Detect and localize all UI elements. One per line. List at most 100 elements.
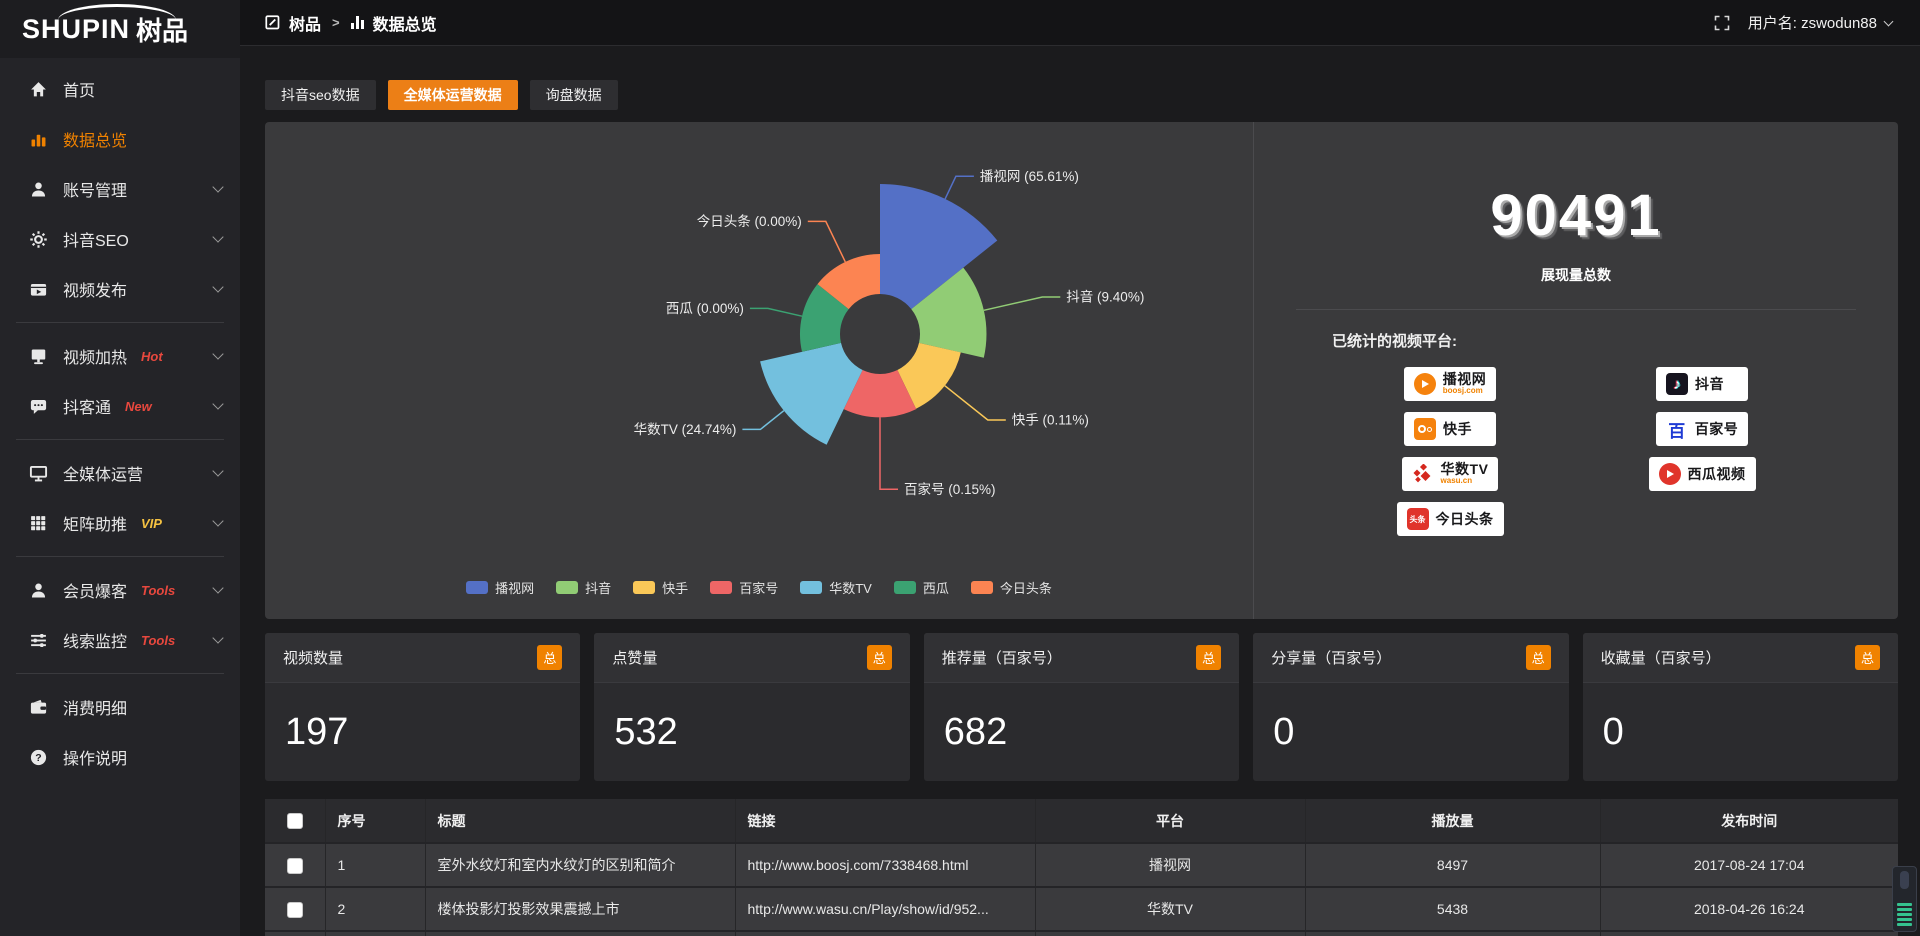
- stat-card-value: 682: [943, 710, 1008, 753]
- pie-label-line: [749, 307, 803, 317]
- stat-card-点赞量: 点赞量 总 532: [594, 633, 910, 781]
- total-badge[interactable]: 总: [1525, 645, 1551, 670]
- chevron-down-icon: [212, 231, 224, 243]
- row-checkbox[interactable]: [286, 857, 303, 874]
- total-badge[interactable]: 总: [866, 645, 892, 670]
- widget-handle: [1900, 871, 1909, 889]
- legend-label: 快手: [662, 581, 689, 596]
- stat-card-收藏量（百家号）: 收藏量（百家号） 总 0: [1582, 633, 1898, 781]
- cell-publish-time: 2018-04-26 16:24: [1600, 887, 1898, 932]
- tab-询盘数据[interactable]: 询盘数据: [529, 80, 618, 110]
- sidebar-item-label: 矩阵助推: [63, 517, 128, 534]
- toutiao-logo: 头条: [1406, 508, 1429, 530]
- top-bar: 树品 > 数据总览 用户名: zswodun88: [240, 0, 1920, 45]
- cell-video-link[interactable]: http://www.wasu.cn/Play/show/id/952...: [735, 887, 1036, 932]
- logo-text-cn: 树品: [136, 15, 189, 46]
- legend-item-百家号[interactable]: 百家号: [710, 578, 778, 597]
- row-checkbox-cell: [265, 887, 326, 932]
- table-header-row: 序号 标题 链接 平台 播放量 发布时间: [265, 799, 1898, 844]
- legend-item-今日头条[interactable]: 今日头条: [970, 578, 1052, 597]
- tab-全媒体运营数据[interactable]: 全媒体运营数据: [387, 80, 518, 110]
- platform-name: 快手: [1443, 420, 1472, 437]
- table-row-partial: [265, 931, 1898, 936]
- gear-icon: [28, 229, 48, 249]
- stat-card-value: 197: [285, 710, 349, 753]
- sidebar-item-视频发布[interactable]: 视频发布: [0, 264, 240, 314]
- tab-抖音seo数据[interactable]: 抖音seo数据: [265, 80, 376, 110]
- stat-card-header: 收藏量（百家号） 总: [1582, 633, 1898, 683]
- pie-sector-快手[interactable]: [897, 342, 961, 409]
- stat-card-header: 视频数量 总: [265, 633, 581, 683]
- breadcrumb-root[interactable]: 树品: [289, 16, 322, 34]
- cell-video-link[interactable]: http://www.boosj.com/7338468.html: [735, 843, 1036, 888]
- sidebar-item-账号管理[interactable]: 账号管理: [0, 164, 240, 214]
- legend-item-快手[interactable]: 快手: [633, 578, 688, 597]
- brand-logo[interactable]: SHUPIN 树品: [0, 0, 240, 58]
- pie-label-line: [879, 417, 898, 491]
- column-header-链接: 链接: [735, 799, 1036, 844]
- legend-swatch: [633, 581, 656, 594]
- sidebar-item-label: 抖客通: [63, 400, 112, 417]
- column-header-平台: 平台: [1035, 799, 1306, 844]
- sidebar-item-线索监控[interactable]: 线索监控 Tools: [0, 615, 240, 665]
- sidebar-item-数据总览[interactable]: 数据总览: [0, 114, 240, 164]
- legend-label: 华数TV: [829, 581, 872, 596]
- cell-video-title[interactable]: 楼体投影灯投影效果震撼上市: [425, 887, 736, 932]
- legend-item-抖音[interactable]: 抖音: [556, 578, 611, 597]
- stat-card-header: 点赞量 总: [594, 633, 910, 683]
- pie-sector-播视网[interactable]: [880, 184, 998, 310]
- platform-name: 华数TV: [1440, 461, 1489, 478]
- sidebar-item-抖客通[interactable]: 抖客通 New: [0, 381, 240, 431]
- stat-card-title: 分享量（百家号）: [1271, 650, 1392, 667]
- sidebar-item-抖音SEO[interactable]: 抖音SEO: [0, 214, 240, 264]
- platform-name: 抖音: [1695, 375, 1724, 392]
- sidebar-item-label: 全媒体运营: [63, 467, 144, 484]
- sidebar-item-label: 视频加热: [63, 350, 128, 367]
- total-badge[interactable]: 总: [1854, 645, 1880, 670]
- fullscreen-icon[interactable]: [1714, 15, 1730, 31]
- chevron-down-icon: [1883, 16, 1894, 26]
- user-label: 用户名: zswodun88: [1747, 15, 1877, 32]
- pie-label: 百家号 (0.15%): [904, 481, 996, 497]
- chevron-down-icon: [212, 632, 224, 644]
- pie-sector-百家号[interactable]: [843, 370, 917, 418]
- sidebar-item-会员爆客[interactable]: 会员爆客 Tools: [0, 565, 240, 615]
- app-square-icon: [265, 15, 280, 30]
- cell-video-title[interactable]: 室外水纹灯和室内水纹灯的区别和简介: [425, 843, 736, 888]
- total-badge[interactable]: 总: [537, 645, 563, 670]
- legend-item-播视网[interactable]: 播视网: [466, 578, 534, 597]
- pie-sector-西瓜[interactable]: [800, 284, 849, 352]
- cell-platform: 华数TV: [1035, 887, 1306, 932]
- pie-label: 抖音 (9.40%): [1066, 289, 1144, 305]
- total-badge[interactable]: 总: [1196, 645, 1222, 670]
- grid-icon: [28, 513, 48, 533]
- sidebar-item-全媒体运营[interactable]: 全媒体运营: [0, 448, 240, 498]
- chevron-down-icon: [212, 465, 224, 477]
- user-menu[interactable]: 用户名: zswodun88: [1747, 12, 1894, 33]
- videos-table: 序号 标题 链接 平台 播放量 发布时间 1 室外水纹灯和室内水纹灯的区别和简介 http:/…: [265, 799, 1898, 936]
- legend-item-西瓜[interactable]: 西瓜: [893, 578, 949, 597]
- user-icon: [28, 179, 48, 199]
- pie-sector-今日头条[interactable]: [817, 254, 881, 310]
- sidebar-item-矩阵助推[interactable]: 矩阵助推 VIP: [0, 498, 240, 548]
- sidebar-item-操作说明[interactable]: ? 操作说明: [0, 732, 240, 782]
- sidebar-item-消费明细[interactable]: 消费明细: [0, 682, 240, 732]
- chevron-down-icon: [212, 281, 224, 293]
- rose-pie-chart: 播视网 (65.61%) 抖音 (9.40%) 快手 (0.11%) 百家号 (0.1…: [634, 169, 1145, 497]
- sidebar-item-首页[interactable]: 首页: [0, 64, 240, 114]
- pie-sector-抖音[interactable]: [911, 267, 987, 358]
- select-all-checkbox[interactable]: [286, 813, 303, 830]
- pie-label-line: [983, 296, 1061, 312]
- video-icon: [28, 279, 48, 299]
- platform-badge-华数TV: 华数TV wasu.cn: [1401, 457, 1499, 491]
- row-checkbox[interactable]: [286, 901, 303, 918]
- platform-name: 播视网: [1442, 371, 1487, 388]
- pie-sector-华数TV[interactable]: [760, 342, 863, 445]
- scroll-indicator-widget[interactable]: [1892, 866, 1917, 932]
- legend-label: 百家号: [739, 581, 779, 596]
- sidebar-item-视频加热[interactable]: 视频加热 Hot: [0, 331, 240, 381]
- legend-item-华数TV[interactable]: 华数TV: [800, 578, 872, 597]
- row-checkbox-cell: [265, 843, 326, 888]
- stat-card-title: 视频数量: [283, 650, 344, 667]
